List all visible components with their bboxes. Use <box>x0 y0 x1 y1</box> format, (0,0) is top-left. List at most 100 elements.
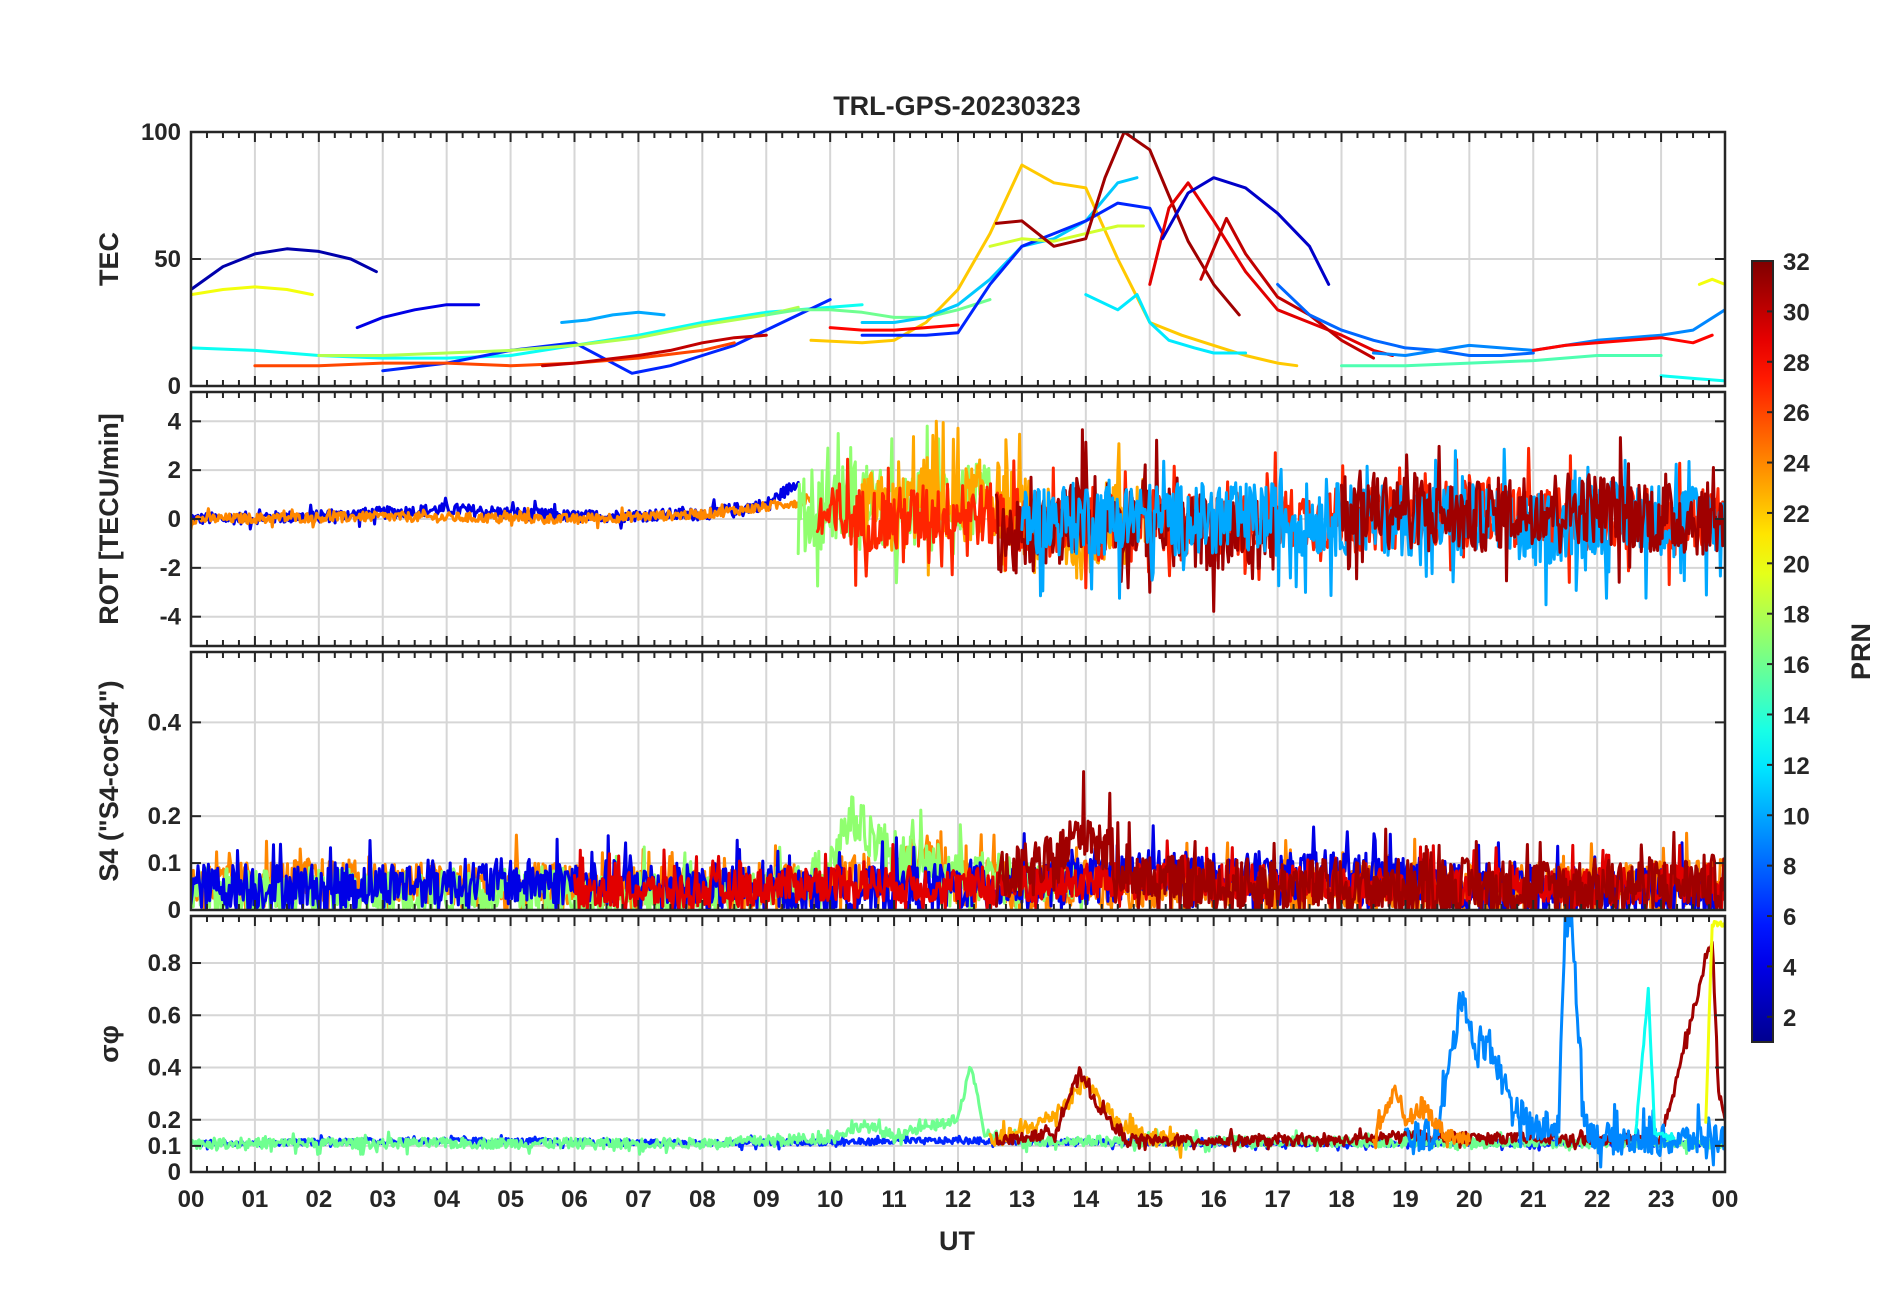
y-tick-label: -4 <box>160 604 182 631</box>
colorbar-label: PRN <box>1846 623 1876 680</box>
x-tick-label: 14 <box>1072 1186 1099 1213</box>
chart-title: TRL-GPS-20230323 <box>833 91 1081 121</box>
series-prn-6 <box>381 298 832 375</box>
y-tick-label: 0.2 <box>148 1107 181 1134</box>
colorbar-tick-label: 30 <box>1783 299 1810 326</box>
series-group <box>191 419 1725 613</box>
y-tick-label: 0 <box>168 373 181 400</box>
series-prn-11 <box>860 176 1139 324</box>
colorbar-tick-label: 6 <box>1783 904 1796 931</box>
x-tick-label: 11 <box>881 1186 906 1213</box>
series-prn-4 <box>191 480 800 531</box>
x-tick-label: 20 <box>1456 1186 1483 1213</box>
y-tick-label: 0.1 <box>148 850 181 877</box>
series-prn-28 <box>828 323 960 332</box>
panel-frame <box>189 130 1727 388</box>
y-axis-label: TEC <box>94 232 124 286</box>
colorbar-tick-label: 28 <box>1783 350 1810 377</box>
y-tick-label: 0.1 <box>148 1133 181 1160</box>
y-tick-label: 50 <box>154 246 181 273</box>
panel-3: 0 0.1 0.2 0.4 S4 ("S4-corS4") <box>94 650 1727 924</box>
x-tick-label: 01 <box>242 1186 269 1213</box>
series-prn-31 <box>994 132 1241 317</box>
series-prn-15 <box>1340 354 1663 368</box>
series-prn-4 <box>355 303 481 330</box>
colorbar-tick-label: 2 <box>1783 1005 1796 1032</box>
x-tick-label: 09 <box>753 1186 780 1213</box>
x-tick-label: 23 <box>1648 1186 1675 1213</box>
x-tick-label: 06 <box>561 1186 588 1213</box>
series-prn-13 <box>1659 374 1725 383</box>
y-tick-label: 0.2 <box>148 803 181 830</box>
y-tick-label: 0 <box>168 506 181 533</box>
y-axis-label: σφ <box>94 1025 124 1063</box>
x-tick-label: 10 <box>817 1186 844 1213</box>
x-tick-label: 05 <box>497 1186 524 1213</box>
series-prn-9 <box>1403 916 1725 1169</box>
x-tick-label: 08 <box>689 1186 716 1213</box>
panel-2: -4 -2 0 2 4 ROT [TECU/min] <box>94 390 1727 648</box>
series-prn-20 <box>1704 920 1725 1124</box>
series-prn-26 <box>253 341 736 368</box>
series-group <box>191 132 1725 383</box>
y-tick-label: 0.4 <box>148 709 182 736</box>
series-prn-20 <box>191 285 314 297</box>
x-tick-label: 02 <box>305 1186 332 1213</box>
colorbar-tick-label: 18 <box>1783 602 1810 629</box>
y-tick-label: 4 <box>168 408 182 435</box>
x-tick-label: 17 <box>1264 1186 1291 1213</box>
series-prn-10 <box>560 310 666 324</box>
x-tick-label: 19 <box>1392 1186 1419 1213</box>
panel-frame <box>189 914 1727 1174</box>
series-prn-22 <box>809 163 1299 368</box>
series-prn-2 <box>191 247 378 291</box>
x-tick-label: 22 <box>1584 1186 1611 1213</box>
y-tick-label: -2 <box>160 555 181 582</box>
colorbar-tick-label: 20 <box>1783 551 1810 578</box>
colorbar-tick-label: 8 <box>1783 854 1796 881</box>
series-prn-31 <box>1340 436 1725 584</box>
y-axis-label: S4 ("S4-corS4") <box>94 680 124 881</box>
x-tick-label: 18 <box>1328 1186 1355 1213</box>
y-tick-label: 0.6 <box>148 1002 181 1029</box>
x-tick-label: 00 <box>178 1186 205 1213</box>
series-prn-19 <box>988 224 1145 248</box>
series-prn-6 <box>860 201 1164 337</box>
series-prn-3 <box>1161 176 1331 286</box>
colorbar-tick-label: 32 <box>1783 249 1810 276</box>
y-axis-label: ROT [TECU/min] <box>94 413 124 624</box>
y-tick-label: 0.4 <box>148 1055 182 1082</box>
series-prn-24 <box>1372 1084 1471 1150</box>
series-prn-28 <box>1531 333 1714 352</box>
x-tick-label: 15 <box>1136 1186 1163 1213</box>
y-tick-label: 0 <box>168 897 181 924</box>
series-prn-8 <box>1276 282 1535 357</box>
y-tick-label: 0.8 <box>148 950 181 977</box>
x-tick-label: 03 <box>369 1186 396 1213</box>
colorbar-bar <box>1751 260 1774 1043</box>
colorbar-tick-label: 12 <box>1783 753 1810 780</box>
panel-4: 00.10.2 0.4 0.6 0.8 σφ <box>94 914 1727 1186</box>
x-tick-label: 16 <box>1200 1186 1227 1213</box>
x-tick-label: 07 <box>625 1186 652 1213</box>
series-prn-18 <box>317 305 800 357</box>
y-tick-label: 100 <box>141 119 181 146</box>
colorbar-tick-label: 10 <box>1783 803 1810 830</box>
y-tick-label: 2 <box>168 457 181 484</box>
x-tick-label: 00 <box>1712 1186 1739 1213</box>
x-axis-label: UT <box>939 1226 975 1256</box>
series-prn-30 <box>541 333 768 368</box>
panel-frame <box>189 390 1727 648</box>
colorbar-tick-label: 26 <box>1783 400 1810 427</box>
series-prn-13 <box>1634 986 1676 1141</box>
series-group <box>191 916 1725 1169</box>
series-prn-20 <box>1697 277 1725 286</box>
colorbar-tick-label: 4 <box>1783 954 1797 981</box>
x-axis: 00 01 02 03 04 05 06 07 08 09 10 11 12 13 14 15 16 17 18 19… <box>178 1186 1739 1213</box>
y-tick-label: 0 <box>168 1159 181 1186</box>
series-prn-16 <box>764 298 992 319</box>
colorbar-tick-label: 16 <box>1783 652 1810 679</box>
